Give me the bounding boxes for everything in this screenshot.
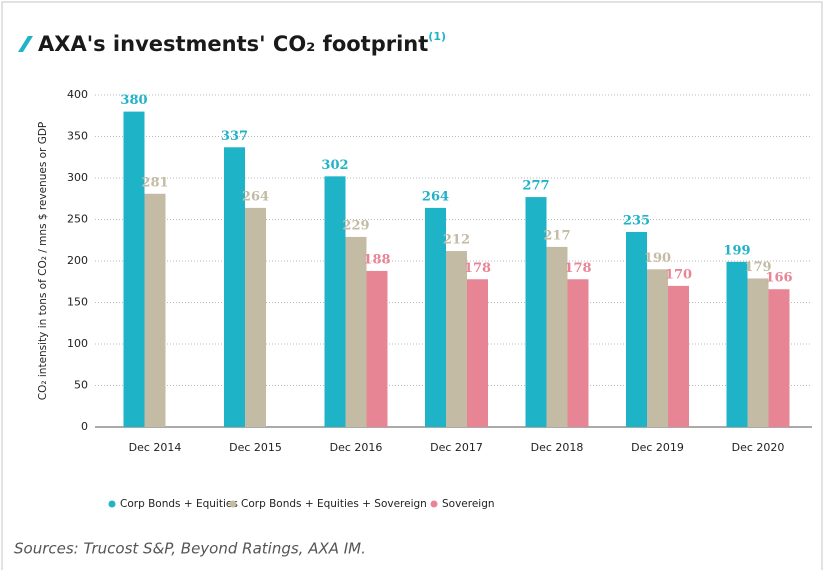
legend-label: Sovereign bbox=[442, 498, 495, 510]
value-label: 264 bbox=[242, 189, 269, 204]
value-label: 199 bbox=[723, 243, 750, 258]
x-tick-label: Dec 2018 bbox=[531, 441, 584, 454]
value-label: 190 bbox=[644, 251, 671, 266]
value-label: 264 bbox=[422, 189, 449, 204]
value-label: 170 bbox=[665, 267, 692, 282]
value-label: 166 bbox=[765, 271, 792, 286]
title-note: (1) bbox=[428, 30, 446, 43]
y-tick-label: 100 bbox=[67, 337, 88, 350]
chart-title: AXA's investments' CO₂ footprint(1) bbox=[38, 30, 446, 56]
value-label: 188 bbox=[363, 252, 390, 267]
legend-swatch bbox=[430, 500, 438, 508]
bar bbox=[366, 270, 388, 427]
y-tick-label: 50 bbox=[74, 379, 88, 392]
value-label: 229 bbox=[342, 218, 369, 233]
value-label: 337 bbox=[221, 129, 248, 144]
y-tick-label: 400 bbox=[67, 88, 88, 101]
y-tick-label: 250 bbox=[67, 213, 88, 226]
x-tick-label: Dec 2016 bbox=[330, 441, 383, 454]
legend-label: Corp Bonds + Equities bbox=[120, 498, 238, 510]
x-tick-label: Dec 2019 bbox=[631, 441, 684, 454]
bar bbox=[446, 251, 467, 427]
x-tick-label: Dec 2015 bbox=[229, 441, 282, 454]
x-tick-label: Dec 2020 bbox=[732, 441, 785, 454]
y-tick-label: 350 bbox=[67, 130, 88, 143]
value-label: 178 bbox=[464, 261, 491, 276]
value-label: 217 bbox=[543, 228, 570, 243]
bar bbox=[546, 246, 568, 427]
value-label: 212 bbox=[443, 233, 470, 248]
bar bbox=[525, 197, 547, 427]
bar bbox=[324, 176, 346, 427]
y-axis-label: CO₂ intensity in tons of CO₂ / mns $ rev… bbox=[37, 122, 49, 401]
bar bbox=[768, 289, 790, 427]
value-label: 281 bbox=[141, 175, 168, 190]
value-label: 178 bbox=[564, 261, 591, 276]
value-label: 380 bbox=[120, 93, 147, 108]
bar bbox=[726, 261, 748, 427]
y-tick-label: 200 bbox=[67, 254, 88, 267]
bar bbox=[747, 278, 769, 427]
title-icon bbox=[18, 36, 33, 52]
bar bbox=[647, 269, 668, 427]
bar bbox=[144, 193, 166, 427]
bar bbox=[567, 279, 589, 427]
bar bbox=[123, 111, 145, 427]
x-tick-label: Dec 2014 bbox=[129, 441, 182, 454]
x-tick-label: Dec 2017 bbox=[430, 441, 483, 454]
y-tick-label: 0 bbox=[81, 420, 88, 433]
source: Sources: Trucost S&P, Beyond Ratings, AX… bbox=[14, 540, 366, 558]
bar bbox=[425, 207, 446, 427]
bar bbox=[345, 236, 367, 427]
value-label: 179 bbox=[744, 260, 771, 275]
bar bbox=[224, 147, 245, 428]
legend-label: Corp Bonds + Equities + Sovereign bbox=[241, 498, 427, 510]
bar bbox=[467, 279, 488, 427]
value-label: 277 bbox=[522, 179, 549, 194]
y-tick-label: 300 bbox=[67, 171, 88, 184]
y-tick-label: 150 bbox=[67, 296, 88, 309]
value-label: 235 bbox=[623, 213, 650, 228]
legend-swatch bbox=[108, 500, 116, 508]
value-label: 302 bbox=[321, 158, 348, 173]
bar bbox=[626, 231, 647, 427]
title-text: AXA's investments' CO₂ footprint bbox=[38, 32, 428, 56]
legend-swatch bbox=[229, 500, 237, 508]
bar bbox=[668, 285, 689, 427]
bar bbox=[245, 207, 266, 427]
